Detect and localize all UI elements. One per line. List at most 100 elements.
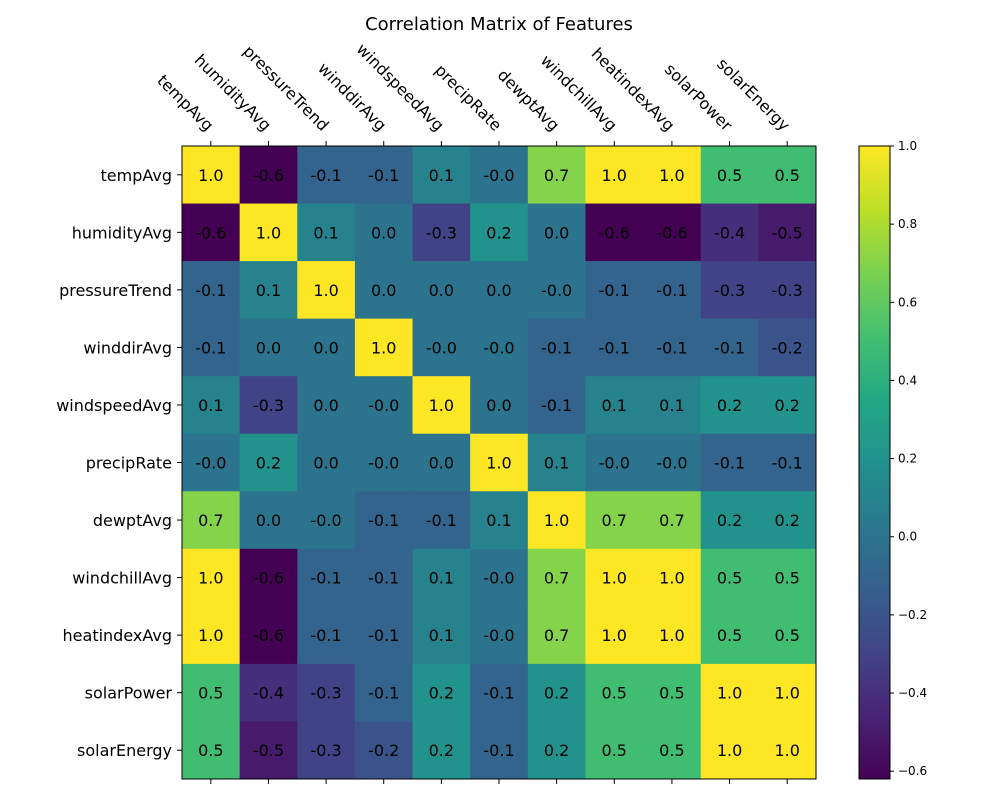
heatmap-cell-solarPower-heatindexAvg (643, 663, 702, 722)
cell-value-label: 0.0 (371, 223, 396, 242)
heatmap-cell-pressureTrend-tempAvg (182, 261, 241, 320)
heatmap-cell-solarPower-humidityAvg (239, 663, 298, 722)
heatmap-cell-windchillAvg-solarPower (700, 548, 759, 607)
cell-value-label: 0.1 (313, 223, 338, 242)
chart-title: Correlation Matrix of Features (365, 14, 633, 35)
cell-value-label: 0.7 (544, 626, 569, 645)
heatmap-cell-winddirAvg-winddirAvg (354, 318, 414, 377)
cell-value-label: -0.1 (195, 281, 226, 300)
heatmap-cell-humidityAvg-tempAvg (182, 203, 241, 262)
heatmap-cell-humidityAvg-pressureTrend (297, 203, 356, 262)
cell-value-label: 1.0 (256, 223, 281, 242)
cell-value-label: 0.1 (256, 281, 281, 300)
heatmap-cell-winddirAvg-windchillAvg (585, 318, 644, 377)
cell-value-label: 0.0 (429, 281, 454, 300)
heatmap-cell-pressureTrend-windchillAvg (585, 261, 644, 320)
heatmap-cell-solarPower-pressureTrend (297, 663, 356, 722)
heatmap-cell-pressureTrend-pressureTrend (297, 261, 356, 320)
heatmap-cell-winddirAvg-windspeedAvg (412, 318, 471, 377)
cell-value-label: -0.1 (714, 338, 745, 357)
heatmap-cell-precipRate-solarPower (700, 433, 759, 492)
cell-value-label: -0.4 (253, 684, 284, 703)
y-tick-label: tempAvg (101, 166, 173, 185)
cell-value-label: -0.0 (483, 626, 514, 645)
cell-value-label: 0.5 (774, 569, 799, 588)
heatmap-cell-heatindexAvg-pressureTrend (297, 606, 356, 665)
plot-frame (181, 145, 817, 780)
heatmap-cell-dewptAvg-windchillAvg (585, 491, 644, 550)
heatmap-cell-tempAvg-solarPower (700, 146, 759, 205)
cell-value-label: -0.1 (714, 454, 745, 473)
cell-value-label: 0.2 (717, 396, 742, 415)
heatmap-cell-heatindexAvg-heatindexAvg (643, 606, 702, 665)
cell-value-label: 1.0 (198, 166, 223, 185)
heatmap-cell-precipRate-dewptAvg (527, 433, 586, 492)
colorbar: 1.0 0.8 0.6 0.4 0.2 0.0 −0.2 −0.4 −0.6 (858, 139, 927, 780)
cell-value-label: -0.1 (368, 166, 399, 185)
heatmap-cell-heatindexAvg-dewptAvg (527, 606, 586, 665)
heatmap-cell-winddirAvg-precipRate (470, 318, 529, 377)
heatmap-cell-humidityAvg-heatindexAvg (643, 203, 702, 262)
heatmap-cell-tempAvg-winddirAvg (354, 146, 414, 205)
cell-value-label: 0.0 (544, 223, 569, 242)
cell-value-label: 0.5 (198, 684, 223, 703)
heatmap-cell-dewptAvg-tempAvg (182, 491, 241, 550)
colorbar-tick-label: 0.4 (898, 373, 917, 387)
cell-value-label: -0.5 (253, 741, 284, 760)
colorbar-tick-label: −0.4 (898, 686, 927, 700)
colorbar-tick-label: 0.2 (898, 452, 917, 466)
cell-value-label: -0.3 (310, 684, 341, 703)
cell-value-label: -0.0 (656, 454, 687, 473)
heatmap-cell-tempAvg-humidityAvg (239, 146, 298, 205)
cell-value-label: -0.1 (310, 166, 341, 185)
cell-value-label: -0.1 (368, 569, 399, 588)
cell-value-label: 0.1 (486, 511, 511, 530)
cell-value-label: -0.1 (772, 454, 803, 473)
cell-value-label: -0.6 (599, 223, 630, 242)
cell-value-label: 1.0 (198, 626, 223, 645)
heatmap-cell-windspeedAvg-windspeedAvg (412, 376, 471, 435)
cell-value-label: 0.0 (486, 396, 511, 415)
y-tick-label: windchillAvg (72, 569, 172, 588)
colorbar-tick-label: 0.0 (898, 530, 917, 544)
cell-value-label: -0.3 (310, 741, 341, 760)
cell-value-label: 1.0 (659, 569, 684, 588)
cell-value-label: 0.0 (313, 454, 338, 473)
heatmap-cell-dewptAvg-solarPower (700, 491, 759, 550)
heatmap-cell-windspeedAvg-solarPower (700, 376, 759, 435)
cell-value-label: 1.0 (486, 454, 511, 473)
heatmap-cell-humidityAvg-windchillAvg (585, 203, 644, 262)
heatmap-cell-windchillAvg-tempAvg (182, 548, 241, 607)
y-tick-label: windspeedAvg (56, 396, 172, 415)
heatmap-cell-precipRate-windspeedAvg (412, 433, 471, 492)
heatmap-cell-solarPower-windchillAvg (585, 663, 644, 722)
cell-value-label: 0.2 (774, 396, 799, 415)
heatmap-cell-dewptAvg-dewptAvg (527, 491, 586, 550)
colorbar-tick-label: 1.0 (898, 139, 917, 153)
cell-value-label: 1.0 (602, 569, 627, 588)
cell-value-label: -0.1 (310, 569, 341, 588)
heatmap-cell-pressureTrend-dewptAvg (527, 261, 586, 320)
cell-value-label: 0.1 (659, 396, 684, 415)
cell-value-label: -0.6 (253, 166, 284, 185)
cell-value-label: 0.1 (429, 569, 454, 588)
cell-value-label: 0.1 (429, 626, 454, 645)
cell-value-label: 0.0 (429, 454, 454, 473)
heatmap-cell-humidityAvg-winddirAvg (354, 203, 414, 262)
cell-value-label: 0.5 (198, 741, 223, 760)
heatmap-cell-pressureTrend-solarEnergy (758, 261, 817, 320)
heatmap-cell-precipRate-solarEnergy (758, 433, 817, 492)
cell-value-label: -0.1 (656, 281, 687, 300)
heatmap-cell-windchillAvg-winddirAvg (354, 548, 414, 607)
cell-value-label: 1.0 (313, 281, 338, 300)
y-axis-ticks: tempAvg humidityAvg pressureTrend winddirAv… (56, 166, 182, 760)
heatmap-cell-precipRate-pressureTrend (297, 433, 356, 492)
cell-value-label: 1.0 (602, 166, 627, 185)
heatmap-cell-tempAvg-solarEnergy (758, 146, 817, 205)
cell-value-label: 1.0 (371, 338, 396, 357)
cell-value-label: 1.0 (198, 569, 223, 588)
cell-value-label: -0.0 (483, 338, 514, 357)
cell-value-label: -0.6 (253, 569, 284, 588)
heatmap-cell-solarPower-winddirAvg (354, 663, 414, 722)
heatmap-cell-heatindexAvg-tempAvg (182, 606, 241, 665)
